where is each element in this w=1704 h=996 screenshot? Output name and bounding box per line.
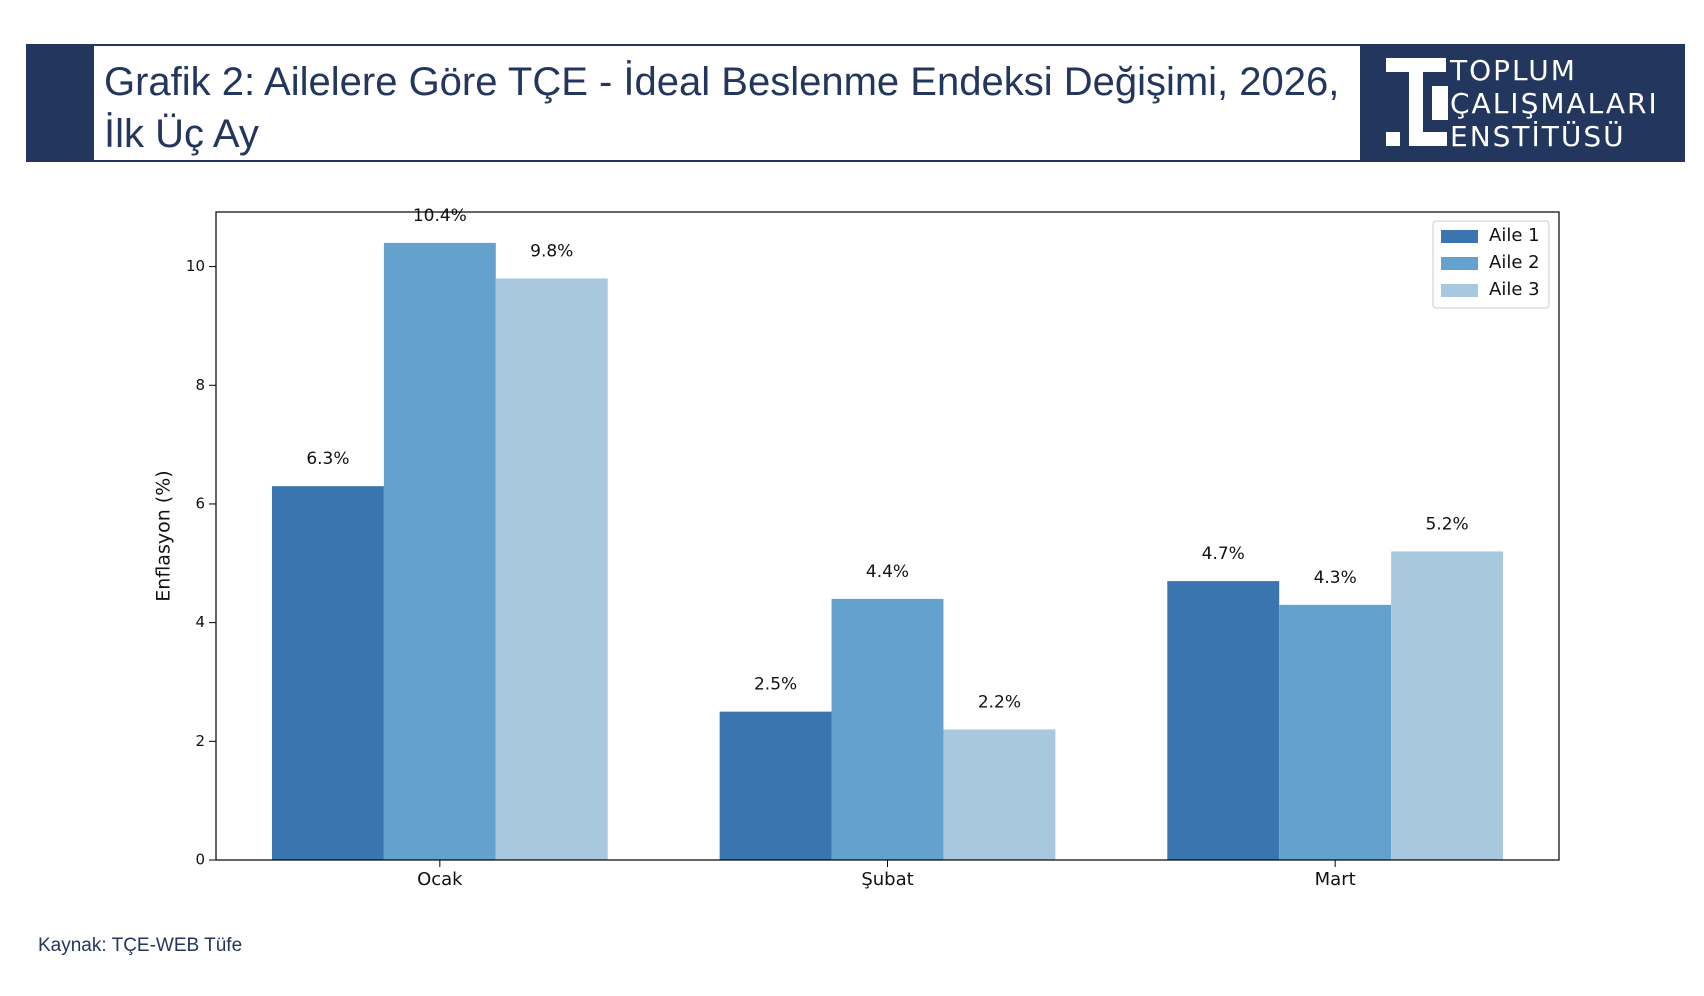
legend-label: Aile 1 [1489,225,1540,246]
y-tick-label: 0 [195,851,205,869]
source: Kaynak: TÇE-WEB Tüfe [38,935,243,956]
y-tick-label: 2 [195,732,205,750]
x-tick-label: Ocak [417,869,463,890]
bar [383,242,496,860]
plot-frame [215,211,1560,861]
value-label: 6.3% [306,449,349,469]
value-label: 4.4% [866,562,909,582]
logo-line: ENSTİTÜSÜ [1450,120,1626,153]
chart: 0 2 4 6 8 10 Enflasyon (%) Ocak 6.3% 10.4% 9.8% Şub… [153,206,1560,890]
value-label: 10.4% [413,206,467,226]
value-label: 4.7% [1202,544,1245,564]
x-tick-label: Mart [1315,869,1356,890]
bar [1167,581,1280,860]
bar [719,711,832,860]
header: Grafik 2: Ailelere Göre TÇE - İdeal Besl… [26,44,1685,162]
bar [1279,604,1392,860]
y-tick-label: 10 [186,257,205,275]
value-label: 2.2% [978,692,1021,712]
legend-swatch [1441,284,1478,297]
y-tick-label: 4 [195,613,205,631]
logo-mark [1386,58,1448,146]
title: Grafik 2: Ailelere Göre TÇE - İdeal Besl… [94,46,1360,160]
bar [831,598,944,860]
legend-swatch [1441,257,1478,270]
bar [943,729,1056,860]
y-tick-label: 8 [195,376,205,394]
legend-label: Aile 3 [1489,279,1540,300]
legend-swatch [1441,230,1478,243]
y-axis-label: Enflasyon (%) [153,470,175,601]
bar [495,278,608,860]
value-label: 2.5% [754,675,797,695]
logo-line: ÇALIŞMALARI [1450,87,1659,120]
y-tick-label: 6 [195,494,205,512]
value-label: 5.2% [1425,514,1468,534]
bar [1391,551,1504,860]
logo-line: TOPLUM [1450,54,1577,87]
x-tick-label: Şubat [861,869,913,890]
legend-label: Aile 2 [1489,252,1540,273]
value-label: 9.8% [530,241,573,261]
logo-text: TOPLUM ÇALIŞMALARI ENSTİTÜSÜ [1450,54,1659,153]
bar [271,486,384,860]
value-label: 4.3% [1314,568,1357,588]
